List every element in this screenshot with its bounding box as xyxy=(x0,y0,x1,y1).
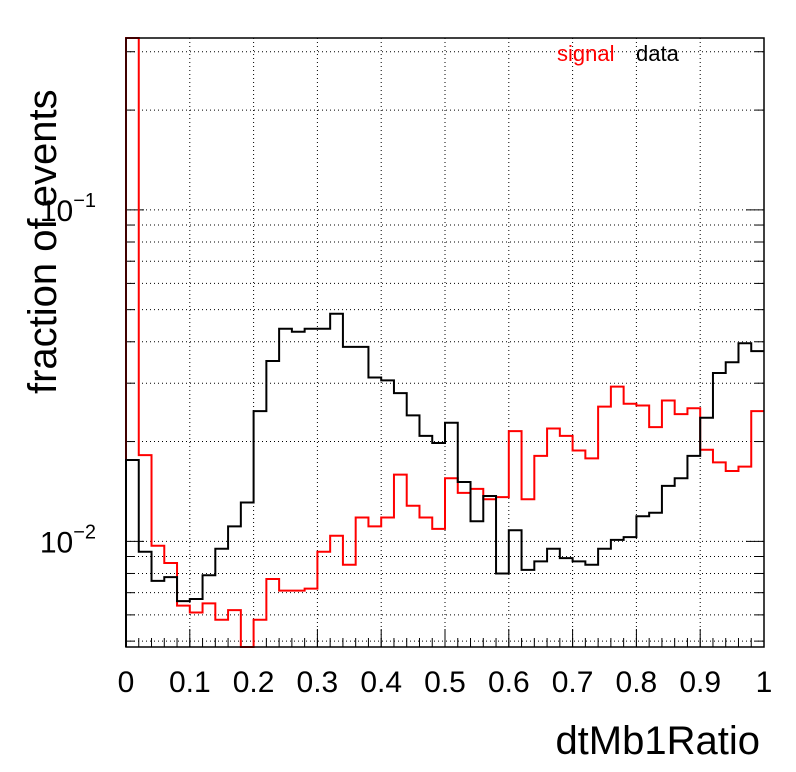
y-axis-title: fraction of events xyxy=(21,89,65,394)
legend-entry-signal: signal xyxy=(557,41,614,66)
minor-ticks xyxy=(125,51,765,647)
x-tick-label: 0.7 xyxy=(552,666,594,699)
legend-entry-data: data xyxy=(636,41,680,66)
plot-frame xyxy=(125,37,765,648)
y-tick-labels: 10−1 10−2 xyxy=(40,190,96,559)
legend: signal data xyxy=(557,41,680,66)
x-tick-label: 0.8 xyxy=(616,666,658,699)
series-line-data xyxy=(125,312,764,647)
x-tick-label: 0.2 xyxy=(233,666,275,699)
x-tick-label: 0.5 xyxy=(424,666,466,699)
x-tick-label: 0.9 xyxy=(679,666,721,699)
y-tick-label: 10−2 xyxy=(40,521,96,559)
x-axis-title: dtMb1Ratio xyxy=(555,719,760,763)
series-line-signal xyxy=(125,37,764,648)
x-tick-label: 0.3 xyxy=(297,666,339,699)
x-tick-label: 0.1 xyxy=(169,666,211,699)
y-tick-label: 10−1 xyxy=(40,190,96,228)
x-tick-labels: 0 0.1 0.2 0.3 0.4 0.5 0.6 0.7 0.8 0.9 1 xyxy=(118,666,773,699)
x-tick-label: 0.6 xyxy=(488,666,530,699)
x-tick-label: 1 xyxy=(756,666,773,699)
grid-lines xyxy=(126,38,764,647)
x-tick-label: 0 xyxy=(118,666,135,699)
x-tick-label: 0.4 xyxy=(360,666,402,699)
series-layer xyxy=(125,37,764,648)
